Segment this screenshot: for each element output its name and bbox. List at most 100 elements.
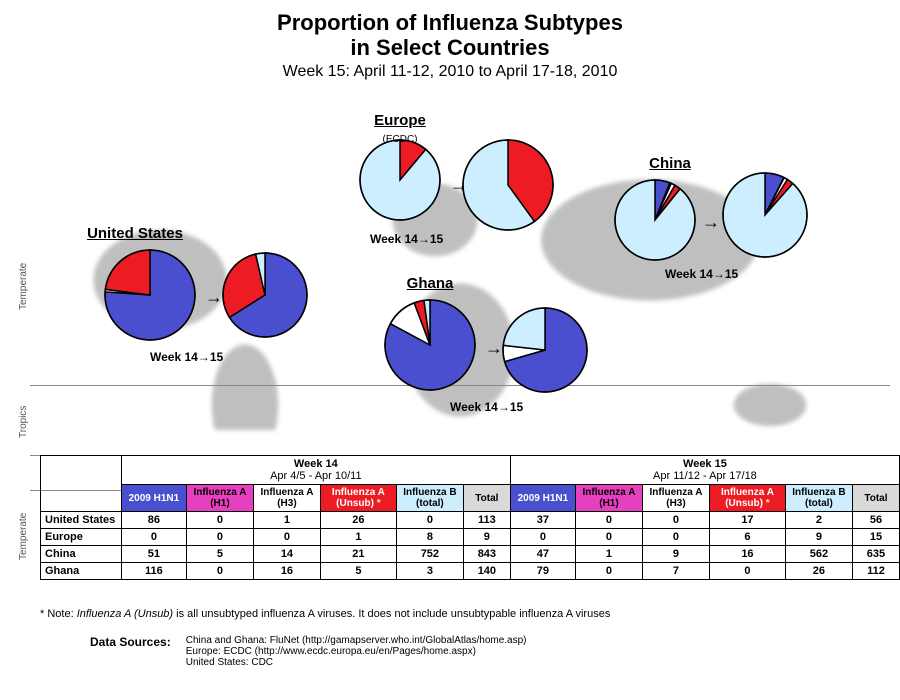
table-cell-2-6: 47: [510, 546, 575, 563]
table-cell-0-1: 0: [186, 512, 253, 529]
table-cell-2-7: 1: [575, 546, 642, 563]
table-cell-2-0: 51: [121, 546, 186, 563]
table-cell-3-4: 3: [396, 563, 463, 580]
data-source-2: Europe: ECDC (http://www.ecdc.europa.eu/…: [186, 646, 527, 657]
table-row: United States8601260113370017256: [41, 512, 900, 529]
table-week-hdr-1: Week 15Apr 11/12 - Apr 17/18: [510, 456, 899, 485]
arrow-icon-us: →: [205, 287, 223, 308]
week-transition-label-eu: Week 14→15: [370, 232, 443, 246]
chart-title-line2: in Select Countries: [0, 35, 900, 60]
data-sources-block: Data Sources: China and Ghana: FluNet (h…: [90, 635, 527, 668]
table-cell-3-2: 16: [253, 563, 320, 580]
footnote-suffix: is all unsubtyped influenza A viruses. I…: [173, 608, 610, 620]
region-label-us: United States: [65, 225, 205, 242]
table-cell-1-3: 1: [320, 529, 396, 546]
table-col-hdr-1-5: Total: [852, 485, 899, 512]
table-row-name-1: Europe: [41, 529, 122, 546]
table-cell-3-1: 0: [186, 563, 253, 580]
table-cell-1-8: 0: [642, 529, 709, 546]
table-cell-0-6: 37: [510, 512, 575, 529]
table-cell-0-8: 0: [642, 512, 709, 529]
region-label-ghana: Ghana: [360, 275, 500, 292]
table-cell-3-9: 0: [709, 563, 785, 580]
table-col-hdr-1-2: Influenza A (H3): [642, 485, 709, 512]
table-cell-2-2: 14: [253, 546, 320, 563]
region-label-eu: Europe(ECDC): [330, 112, 470, 146]
table-col-hdr-1-0: 2009 H1N1: [510, 485, 575, 512]
table-cell-3-8: 7: [642, 563, 709, 580]
chart-title-line1: Proportion of Influenza Subtypes: [0, 10, 900, 35]
axis-label-tropics: Tropics: [18, 406, 29, 438]
table-row: Europe0001890006915: [41, 529, 900, 546]
table-cell-2-10: 562: [785, 546, 852, 563]
table-cell-1-1: 0: [186, 529, 253, 546]
data-table: Week 14Apr 4/5 - Apr 10/11Week 15Apr 11/…: [40, 455, 900, 580]
table-cell-3-7: 0: [575, 563, 642, 580]
table-cell-1-5: 9: [463, 529, 510, 546]
table-row-name-0: United States: [41, 512, 122, 529]
table-cell-3-0: 116: [121, 563, 186, 580]
table-row: China5151421752843471916562635: [41, 546, 900, 563]
arrow-icon-china: →: [702, 212, 720, 233]
table-cell-3-6: 79: [510, 563, 575, 580]
table-row-name-2: China: [41, 546, 122, 563]
table-cell-2-1: 5: [186, 546, 253, 563]
week-transition-label-ghana: Week 14→15: [450, 400, 523, 414]
data-source-1: China and Ghana: FluNet (http://gamapser…: [186, 635, 527, 646]
chart-header: Proportion of Influenza Subtypes in Sele…: [0, 10, 900, 81]
table-cell-0-4: 0: [396, 512, 463, 529]
table-cell-1-10: 9: [785, 529, 852, 546]
table-col-hdr-1-1: Influenza A (H1): [575, 485, 642, 512]
table-cell-1-7: 0: [575, 529, 642, 546]
table-cell-0-5: 113: [463, 512, 510, 529]
table-col-hdr-1-4: Influenza B (total): [785, 485, 852, 512]
divider-0: [30, 385, 890, 386]
data-sources-label: Data Sources:: [90, 635, 171, 649]
table-cell-2-5: 843: [463, 546, 510, 563]
footnote: * Note: Influenza A (Unsub) is all unsub…: [40, 608, 610, 620]
arrow-icon-eu: →: [450, 175, 468, 196]
table-row-name-3: Ghana: [41, 563, 122, 580]
footnote-term: Influenza A (Unsub): [77, 608, 173, 620]
axis-label-temperate-bottom: Temperate: [18, 513, 29, 560]
table-cell-1-6: 0: [510, 529, 575, 546]
table-cell-0-2: 1: [253, 512, 320, 529]
table-cell-3-5: 140: [463, 563, 510, 580]
table-col-hdr-0-3: Influenza A (Unsub) *: [320, 485, 396, 512]
region-label-china: China: [600, 155, 740, 172]
table-cell-2-4: 752: [396, 546, 463, 563]
table-cell-3-3: 5: [320, 563, 396, 580]
table-cell-1-2: 0: [253, 529, 320, 546]
table-col-hdr-1-3: Influenza A (Unsub) *: [709, 485, 785, 512]
table-cell-2-9: 16: [709, 546, 785, 563]
table-cell-0-3: 26: [320, 512, 396, 529]
data-source-3: United States: CDC: [186, 657, 527, 668]
table-cell-0-7: 0: [575, 512, 642, 529]
table-cell-2-8: 9: [642, 546, 709, 563]
week-transition-label-china: Week 14→15: [665, 267, 738, 281]
table-cell-1-11: 15: [852, 529, 899, 546]
table-cell-2-3: 21: [320, 546, 396, 563]
arrow-icon-ghana: →: [485, 338, 503, 359]
chart-subtitle: Week 15: April 11-12, 2010 to April 17-1…: [0, 63, 900, 81]
table-cell-3-10: 26: [785, 563, 852, 580]
table-col-hdr-0-2: Influenza A (H3): [253, 485, 320, 512]
axis-label-temperate-top: Temperate: [18, 263, 29, 310]
table-col-hdr-0-1: Influenza A (H1): [186, 485, 253, 512]
table-cell-0-0: 86: [121, 512, 186, 529]
table-col-hdr-0-5: Total: [463, 485, 510, 512]
table-cell-2-11: 635: [852, 546, 899, 563]
table-cell-1-0: 0: [121, 529, 186, 546]
footnote-prefix: * Note:: [40, 608, 77, 620]
table-week-hdr-0: Week 14Apr 4/5 - Apr 10/11: [121, 456, 510, 485]
table-cell-0-11: 56: [852, 512, 899, 529]
table-cell-1-4: 8: [396, 529, 463, 546]
week-transition-label-us: Week 14→15: [150, 350, 223, 364]
table-cell-0-9: 17: [709, 512, 785, 529]
table-row: Ghana116016531407907026112: [41, 563, 900, 580]
table-col-hdr-0-0: 2009 H1N1: [121, 485, 186, 512]
table-cell-0-10: 2: [785, 512, 852, 529]
table-col-hdr-0-4: Influenza B (total): [396, 485, 463, 512]
table-cell-1-9: 6: [709, 529, 785, 546]
table-cell-3-11: 112: [852, 563, 899, 580]
